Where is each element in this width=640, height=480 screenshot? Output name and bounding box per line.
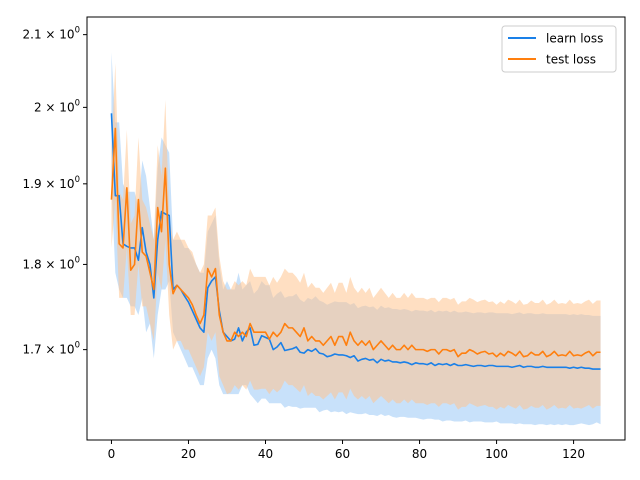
test-loss-line xyxy=(110,127,601,358)
legend: learn loss test loss xyxy=(501,25,617,73)
y-tick-label: 1.9 × 100 xyxy=(23,175,80,191)
x-tick-label: 80 xyxy=(412,447,427,461)
y-tick-label: 1.7 × 100 xyxy=(23,341,80,357)
y-tick-label: 1.8 × 100 xyxy=(23,255,80,271)
y-tick-label: 2.1 × 100 xyxy=(23,26,80,42)
x-axis: 0 20 40 60 80 100 120 xyxy=(108,440,585,461)
x-tick-label: 20 xyxy=(181,447,196,461)
x-tick-label: 120 xyxy=(562,447,585,461)
plot-frame xyxy=(86,16,626,441)
y-axis: 1.7 × 100 1.8 × 100 1.9 × 100 2 × 100 2.1 × … xyxy=(23,26,87,357)
x-tick-label: 100 xyxy=(485,447,508,461)
x-tick-label: 40 xyxy=(258,447,273,461)
learn-loss-line xyxy=(110,113,601,370)
x-tick-label: 0 xyxy=(108,447,116,461)
legend-label-test-loss: test loss xyxy=(546,53,596,67)
series-lines xyxy=(110,113,601,370)
x-tick-label: 60 xyxy=(335,447,350,461)
confidence-bands xyxy=(111,52,601,426)
y-tick-label: 2 × 100 xyxy=(34,98,80,114)
legend-label-learn-loss: learn loss xyxy=(546,32,603,46)
test-loss-band xyxy=(111,63,601,410)
